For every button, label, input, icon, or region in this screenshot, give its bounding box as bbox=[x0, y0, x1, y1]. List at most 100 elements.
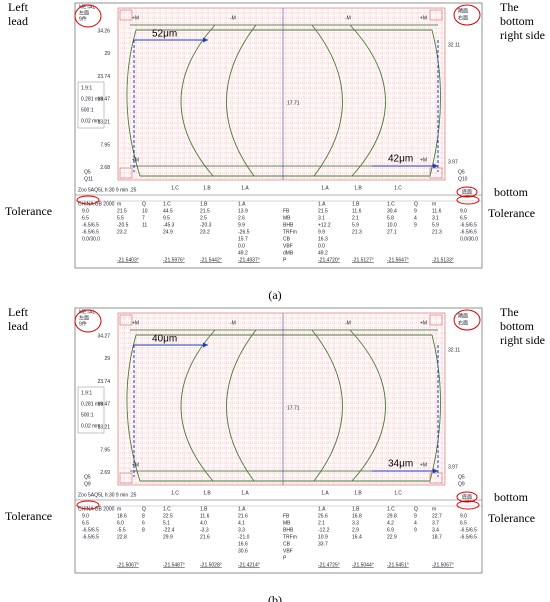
scale-box bbox=[77, 386, 105, 434]
table-cell: Q bbox=[414, 201, 418, 207]
table-cell: 21.5 bbox=[200, 208, 210, 214]
table-cell: 1.B bbox=[200, 506, 208, 512]
marker: +M bbox=[420, 462, 427, 468]
table-cell: -6.5/6.5 bbox=[82, 229, 99, 235]
scale-info: 0.281 mm bbox=[81, 401, 103, 407]
corner-icon bbox=[119, 9, 133, 21]
table-cell: 4 bbox=[414, 520, 417, 526]
annotation: The bbox=[500, 305, 519, 319]
table-cell: CB bbox=[283, 541, 291, 547]
table-cell: 16.4 bbox=[352, 534, 362, 540]
table-cell: -6.5/6.5 bbox=[82, 527, 99, 533]
table-cell: 1.A bbox=[318, 201, 326, 207]
table-cell: 21.3 bbox=[432, 229, 442, 235]
annotation: Tolerance bbox=[5, 509, 52, 523]
axis-label: 29 bbox=[104, 51, 110, 57]
table-cell: 16.3 bbox=[318, 236, 328, 242]
table-cell: 4 bbox=[414, 215, 417, 221]
table-cell: 2.9 bbox=[352, 527, 359, 533]
axis-label: 3.97 bbox=[448, 159, 458, 165]
table-cell: 9.9 bbox=[238, 222, 245, 228]
table-cell: -21.5487° bbox=[163, 562, 185, 568]
scale-info: 500:1 bbox=[81, 412, 94, 418]
axis-label: 23.74 bbox=[97, 74, 110, 80]
axis-label: 2.69 bbox=[100, 470, 110, 476]
table-cell: 6.5 bbox=[460, 520, 467, 526]
header-right: 右面 bbox=[458, 14, 468, 21]
profile-curve bbox=[349, 24, 386, 177]
table-cell: 6.9 bbox=[387, 527, 394, 533]
highlight bbox=[456, 195, 480, 205]
annotation: Left bbox=[8, 0, 29, 14]
table-cell: -20.5 bbox=[117, 222, 129, 228]
table-cell: 0.0 bbox=[318, 243, 325, 249]
table-cell: -21.5451° bbox=[387, 562, 409, 568]
table-cell: -21.0 bbox=[238, 534, 250, 540]
section-label: 1.B bbox=[354, 185, 362, 191]
table-cell: -21.4937° bbox=[238, 257, 260, 263]
header-right: 隣面 bbox=[458, 7, 468, 14]
q-label: Q5 bbox=[84, 474, 91, 480]
table-cell: 16.8 bbox=[352, 513, 362, 519]
table-cell: 1.C bbox=[387, 201, 395, 207]
marker: +M bbox=[132, 462, 139, 468]
annotation: bottom bbox=[494, 185, 529, 199]
annotation: Tolerance bbox=[5, 204, 52, 218]
section-label: 1.C bbox=[171, 185, 179, 191]
section-label: 1.C bbox=[394, 490, 402, 496]
highlight bbox=[76, 500, 100, 510]
table-cell: 21.5 bbox=[117, 208, 127, 214]
highlight bbox=[453, 309, 481, 331]
axis-label: 23.74 bbox=[97, 379, 110, 385]
table-cell: 4.1 bbox=[238, 520, 245, 526]
table-cell: 2.1 bbox=[352, 215, 359, 221]
annotation: right side bbox=[500, 333, 545, 347]
axis-label: 3.97 bbox=[448, 464, 458, 470]
table-cell: TRFm bbox=[283, 534, 297, 540]
table-cell: 8 bbox=[142, 527, 145, 533]
table-cell: 10.0 bbox=[387, 222, 397, 228]
section-label: 1.B bbox=[203, 490, 211, 496]
table-cell: 6.5 bbox=[460, 215, 467, 221]
table-cell: 10.9 bbox=[318, 534, 328, 540]
table-cell: 6.5 bbox=[82, 215, 89, 221]
table-cell: m bbox=[117, 506, 121, 512]
table-cell: P bbox=[283, 555, 287, 561]
table-cell: 3.1 bbox=[432, 215, 439, 221]
marker: +M bbox=[420, 157, 427, 163]
gap-label: 42μm bbox=[388, 154, 413, 165]
table-cell: 16.6 bbox=[238, 541, 248, 547]
profile-curve bbox=[311, 329, 343, 482]
table-cell: 23.2 bbox=[200, 229, 210, 235]
table-cell: 5.1 bbox=[163, 520, 170, 526]
table-cell: m bbox=[117, 201, 121, 207]
table-cell: BHB bbox=[283, 527, 294, 533]
axis-label: 32.11 bbox=[448, 347, 460, 353]
profile-curve bbox=[311, 24, 343, 177]
table-cell: 44.5 bbox=[163, 208, 173, 214]
axis-label: 32.11 bbox=[448, 42, 460, 48]
table-cell: -21.5127° bbox=[352, 257, 374, 263]
table-cell: 11 bbox=[142, 222, 147, 228]
table-cell: 3.1 bbox=[318, 215, 325, 221]
header-left: METAL bbox=[79, 309, 96, 315]
table-cell: 1.A bbox=[238, 201, 246, 207]
scale-info: 0.02 mm bbox=[81, 118, 100, 124]
annotation: The bbox=[500, 0, 519, 14]
table-cell: 0.0/30.0 bbox=[82, 236, 100, 242]
table-cell: TRFm bbox=[283, 229, 297, 235]
table-cell: 1.A bbox=[238, 506, 246, 512]
table-cell: -45.3 bbox=[163, 222, 175, 228]
section-label: 1.C bbox=[171, 490, 179, 496]
arrow-head bbox=[433, 163, 438, 169]
table-cell: MB bbox=[283, 520, 291, 526]
table-cell: 18.7 bbox=[432, 534, 442, 540]
table-cell: 11.6 bbox=[432, 208, 442, 214]
gap-label: 34μm bbox=[388, 459, 413, 470]
table-cell: -21.4214° bbox=[238, 562, 260, 568]
marker: -M bbox=[230, 320, 236, 326]
table-cell: 1.B bbox=[200, 201, 208, 207]
marker: -M bbox=[230, 15, 236, 21]
table-cell: 4.2 bbox=[387, 520, 394, 526]
